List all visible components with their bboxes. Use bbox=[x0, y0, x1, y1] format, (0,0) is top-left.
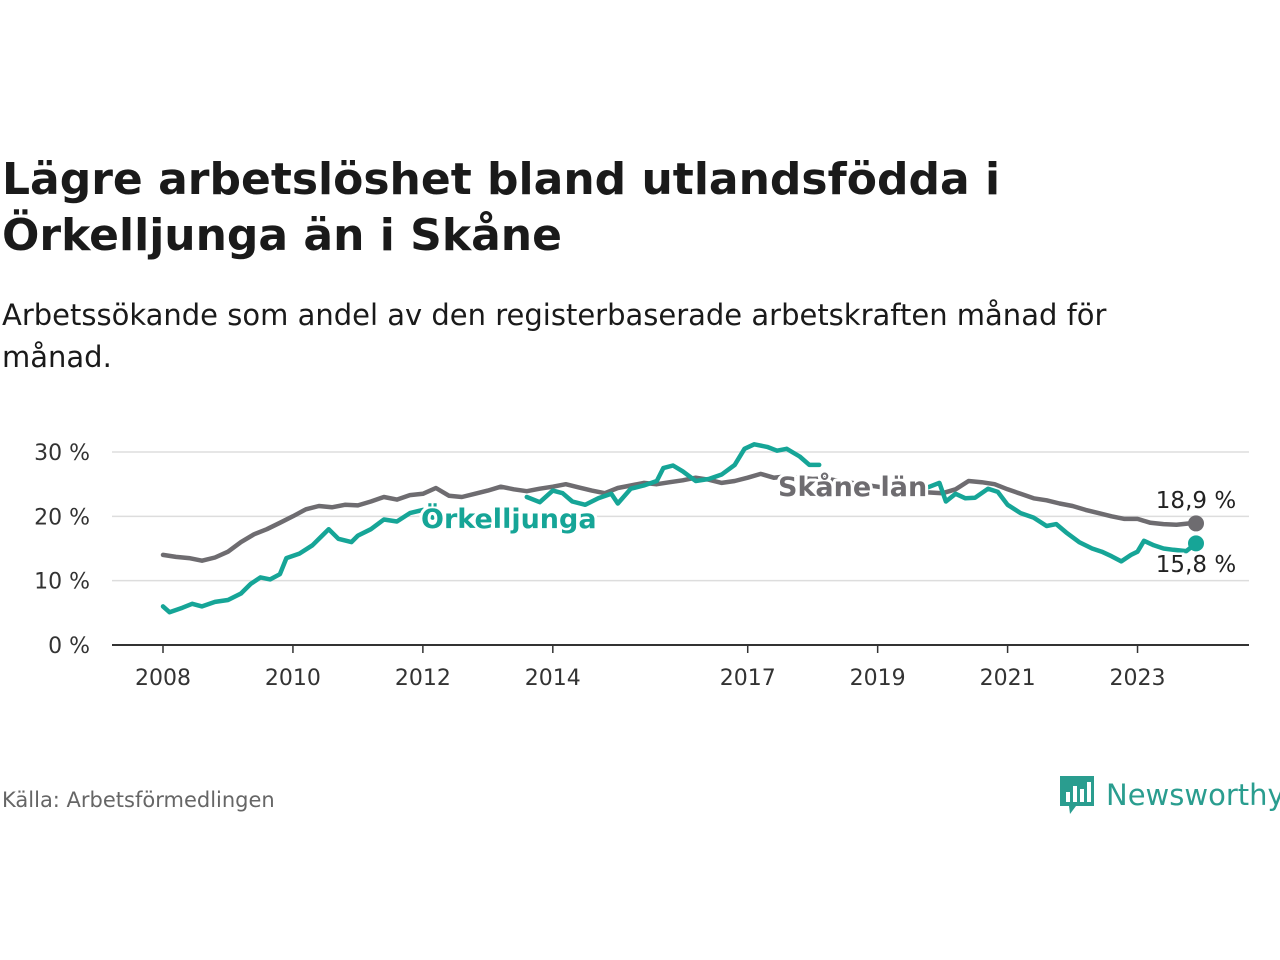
x-tick-label: 2008 bbox=[135, 666, 191, 691]
x-tick-label: 2017 bbox=[720, 666, 776, 691]
line-chart: 0 % 10 % 20 % 30 % 2008 2010 2012 2014 2017 2019… bbox=[34, 441, 1249, 691]
orkelljunga-line bbox=[524, 442, 822, 508]
orkelljunga-line bbox=[160, 507, 435, 615]
x-tick-label: 2021 bbox=[980, 666, 1036, 691]
orkelljunga-label: Örkelljunga bbox=[421, 502, 597, 535]
series-lines bbox=[160, 442, 1204, 615]
gridlines bbox=[112, 451, 1249, 646]
y-tick-label: 10 % bbox=[34, 570, 90, 595]
orkelljunga-end-marker bbox=[1188, 535, 1204, 552]
orkelljunga-line bbox=[914, 480, 1199, 564]
x-tick-label: 2010 bbox=[265, 666, 321, 691]
y-tick-label: 20 % bbox=[34, 505, 90, 530]
x-tick-label: 2023 bbox=[1110, 666, 1166, 691]
y-tick-label: 0 % bbox=[48, 634, 90, 659]
skane-lan-label: Skåne län bbox=[778, 471, 927, 503]
x-tick-label: 2012 bbox=[395, 666, 451, 691]
x-tick-label: 2014 bbox=[525, 666, 581, 691]
chart-title: Lägre arbetslöshet bland utlandsfödda i … bbox=[2, 154, 1001, 261]
y-tick-label: 30 % bbox=[34, 441, 90, 466]
orkelljunga-end-label: 15,8 % bbox=[1156, 552, 1236, 578]
y-axis-ticks: 0 % 10 % 20 % 30 % bbox=[34, 441, 90, 659]
newsworthy-logo-text: Newsworthy bbox=[1106, 778, 1280, 812]
newsworthy-logo-icon bbox=[1060, 776, 1094, 814]
skane-lan-line bbox=[160, 471, 1199, 563]
x-axis-ticks: 2008 2010 2012 2014 2017 2019 2021 2023 bbox=[135, 645, 1166, 691]
source-note: Källa: Arbetsförmedlingen bbox=[2, 788, 275, 812]
chart-subtitle: Arbetssökande som andel av den registerb… bbox=[2, 298, 1107, 374]
x-tick-label: 2019 bbox=[850, 666, 906, 691]
series-labels: Skåne län Örkelljunga 18,9 % 15,8 % bbox=[418, 468, 1239, 581]
skane-lan-end-marker bbox=[1188, 515, 1204, 532]
newsworthy-logo[interactable]: Newsworthy bbox=[1058, 772, 1280, 818]
skane-lan-end-label: 18,9 % bbox=[1156, 488, 1236, 514]
